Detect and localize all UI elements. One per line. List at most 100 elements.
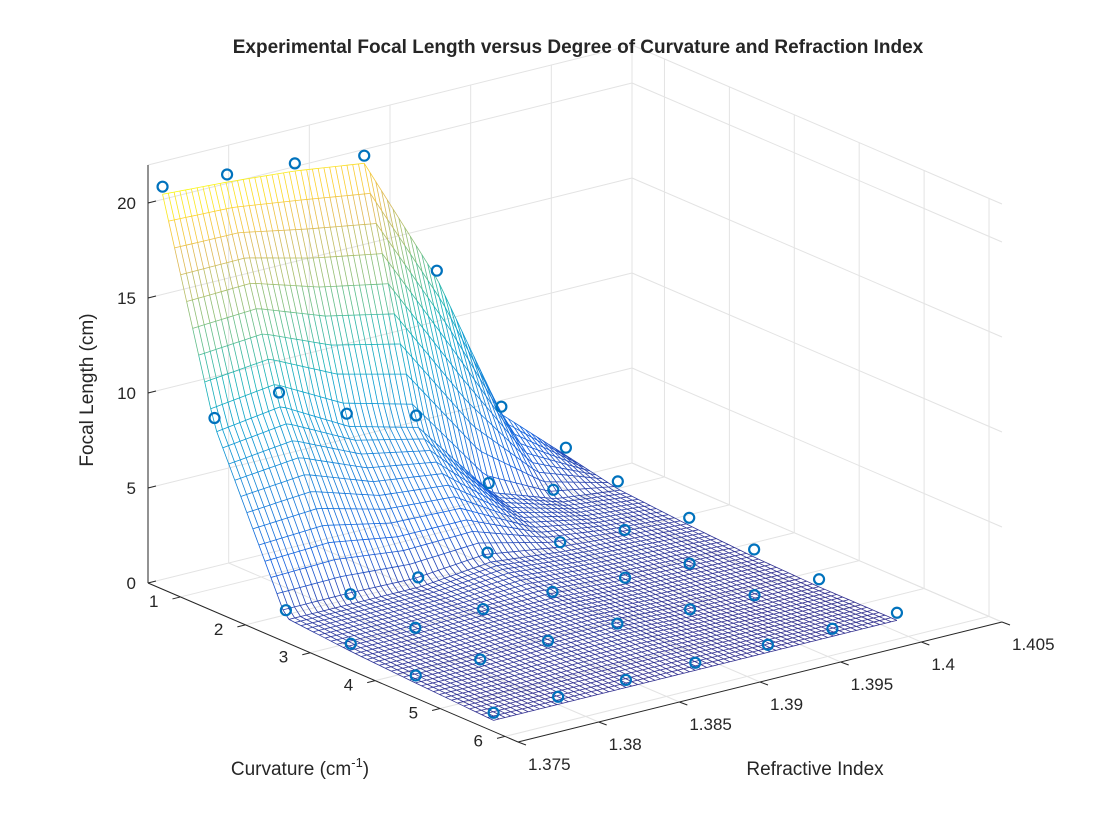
- surface-mesh-line: [337, 435, 344, 438]
- surface-mesh-line: [391, 521, 398, 524]
- surface-mesh-line: [578, 569, 585, 571]
- surface-mesh-line: [478, 563, 485, 567]
- surface-mesh-line: [327, 476, 334, 478]
- surface-mesh-line: [191, 214, 198, 217]
- surface-mesh-line: [567, 588, 574, 591]
- surface-mesh-line: [630, 563, 637, 566]
- surface-mesh-line: [512, 521, 519, 524]
- surface-mesh-line: [203, 266, 210, 270]
- surface-mesh-line: [348, 630, 354, 633]
- surface-mesh-line: [469, 607, 476, 611]
- surface-mesh-line: [395, 641, 402, 644]
- surface-mesh-line: [491, 425, 499, 432]
- surface-mesh-line: [328, 559, 335, 562]
- surface-mesh-line: [364, 612, 371, 615]
- surface-mesh-line: [641, 556, 648, 559]
- surface-mesh-line: [488, 508, 495, 512]
- surface-mesh-line: [437, 511, 444, 514]
- surface-mesh-line: [427, 596, 434, 599]
- surface-mesh-line: [571, 557, 578, 559]
- surface-mesh-line: [597, 508, 604, 510]
- surface-mesh-line: [226, 288, 233, 291]
- surface-mesh-line: [472, 556, 479, 559]
- surface-mesh-line: [573, 475, 579, 477]
- surface-mesh-line: [456, 577, 463, 580]
- surface-mesh-line: [616, 522, 623, 524]
- surface-mesh-line: [641, 552, 648, 555]
- surface-mesh-line: [519, 430, 527, 435]
- surface-mesh-line: [641, 547, 648, 550]
- surface-mesh-line: [525, 564, 532, 567]
- surface-mesh-line: [208, 184, 215, 186]
- surface-mesh-line: [613, 575, 620, 578]
- surface-mesh-line: [238, 339, 245, 343]
- floor-gridline: [439, 588, 925, 710]
- surface-mesh-line: [186, 271, 193, 274]
- surface-mesh-line: [315, 475, 322, 477]
- surface-mesh-line: [429, 437, 436, 444]
- surface-mesh-line: [591, 496, 598, 499]
- surface-mesh-line: [390, 478, 397, 481]
- surface-mesh-line: [506, 520, 513, 523]
- surface-mesh-line: [424, 634, 431, 637]
- surface-mesh-line: [450, 589, 457, 592]
- surface-mesh-line: [426, 571, 433, 575]
- surface-mesh-line: [423, 620, 430, 623]
- surface-mesh-line: [306, 168, 313, 171]
- surface-mesh-line: [584, 572, 591, 575]
- surface-mesh-line: [461, 569, 468, 573]
- surface-mesh-line: [627, 507, 633, 510]
- surface-mesh-line: [209, 292, 216, 296]
- y-axis-line: [147, 582, 519, 743]
- surface-mesh-line: [358, 193, 365, 195]
- surface-mesh-line: [612, 557, 619, 560]
- surface-mesh-line: [462, 363, 470, 372]
- surface-mesh-line: [309, 428, 316, 431]
- surface-mesh-line: [635, 557, 642, 560]
- surface-mesh-line: [485, 406, 493, 414]
- surface-mesh-line: [408, 517, 415, 520]
- surface-mesh-line: [332, 476, 339, 479]
- surface-mesh-line: [310, 527, 317, 530]
- surface-mesh-line: [402, 518, 409, 521]
- surface-mesh-line: [334, 594, 341, 598]
- surface-mesh-line: [305, 602, 312, 605]
- surface-mesh-line: [616, 517, 622, 520]
- surface-mesh-line: [496, 568, 503, 572]
- surface-mesh-line: [411, 609, 418, 613]
- surface-mesh-line: [627, 520, 634, 523]
- surface-mesh-line: [671, 567, 678, 570]
- surface-mesh-line: [354, 633, 360, 636]
- surface-mesh-line: [593, 534, 600, 537]
- surface-mesh-line: [435, 447, 442, 454]
- surface-mesh-line: [415, 560, 422, 563]
- surface-mesh-line: [447, 627, 454, 631]
- surface-mesh-line: [470, 617, 477, 620]
- surface-mesh-line: [274, 463, 282, 467]
- surface-mesh-line: [556, 497, 563, 499]
- surface-mesh-line: [310, 508, 317, 512]
- surface-mesh-line: [329, 196, 336, 198]
- surface-mesh-line: [238, 284, 245, 288]
- surface-mesh-line: [632, 502, 639, 505]
- back-wall-gridline: [631, 44, 1003, 205]
- surface-mesh-line: [366, 639, 373, 643]
- surface-mesh-line: [388, 615, 395, 619]
- surface-mesh-line: [168, 191, 175, 194]
- side-wall-gridline: [147, 44, 633, 166]
- surface-mesh-line: [637, 579, 644, 582]
- surface-mesh-line: [728, 547, 735, 550]
- surface-mesh-line: [578, 471, 585, 474]
- surface-mesh-line: [374, 553, 381, 555]
- surface-mesh-line: [340, 604, 347, 607]
- surface-mesh-line: [338, 449, 345, 452]
- surface-mesh-line: [705, 543, 711, 546]
- surface-mesh-line: [234, 440, 241, 444]
- surface-mesh-line: [734, 554, 741, 557]
- surface-mesh-line: [300, 614, 307, 617]
- surface-mesh-line: [688, 555, 695, 558]
- surface-mesh-line: [365, 621, 372, 624]
- surface-mesh-line: [699, 553, 706, 556]
- surface-mesh-line: [680, 531, 687, 534]
- surface-mesh-line: [438, 567, 445, 571]
